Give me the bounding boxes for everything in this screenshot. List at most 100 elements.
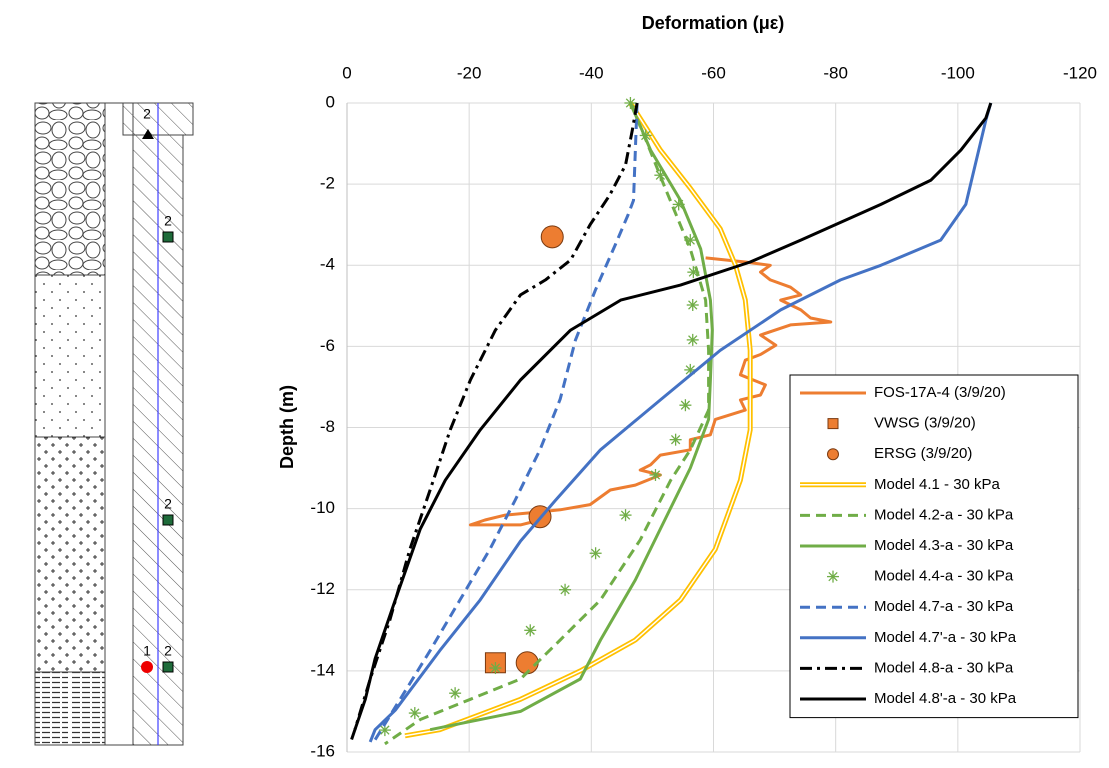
marker-asterisk (827, 570, 839, 583)
y-tick-label: -6 (320, 336, 335, 355)
series-line (384, 102, 711, 746)
marker-square (827, 418, 839, 430)
plot-area (348, 97, 993, 746)
sensor-circle (141, 661, 153, 673)
marker-asterisk (489, 662, 502, 675)
marker-asterisk (686, 299, 699, 312)
gravel-layer (34, 102, 106, 276)
marker-asterisk (624, 97, 637, 109)
marker-asterisk (654, 169, 667, 182)
marker-stroke (655, 170, 666, 180)
x-tick-label: -80 (823, 63, 848, 82)
marker-asterisk (408, 707, 421, 720)
marker-stroke (625, 98, 636, 108)
marker-stroke (525, 625, 535, 635)
series-line (373, 102, 639, 741)
marker-asterisk (669, 433, 682, 446)
legend: FOS-17A-4 (3/9/20) VWSG (3/9/20) ERSG (3/9… (789, 374, 1079, 719)
y-tick-label: -14 (310, 660, 335, 679)
marker-stroke (688, 300, 698, 310)
marker-asterisk (686, 333, 699, 346)
marker-asterisk (639, 129, 652, 142)
marker-stroke (650, 470, 661, 480)
borehole: 2 2 2 1 2 (34, 102, 194, 746)
marker-circle (540, 225, 564, 249)
sensor-label: 2 (164, 213, 172, 229)
clay-layer (34, 671, 106, 746)
x-tick-label: -20 (457, 63, 482, 82)
y-tick-label: -8 (320, 417, 335, 436)
x-tick-label: -40 (579, 63, 604, 82)
marker-asterisk (559, 583, 572, 596)
legend-label: Model 4.7'-a - 30 kPa (874, 629, 1017, 646)
legend-label: VWSG (3/9/20) (874, 415, 976, 432)
legend-label: Model 4.2-a - 30 kPa (874, 506, 1014, 523)
silt-layer (34, 436, 106, 673)
marker-stroke (670, 435, 681, 445)
sand-layer (34, 274, 106, 438)
series-line (404, 101, 753, 739)
marker-stroke (641, 130, 651, 141)
x-tick-label: -60 (701, 63, 726, 82)
marker-asterisk (679, 399, 692, 412)
marker-stroke (410, 708, 420, 718)
y-tick-label: -12 (310, 579, 335, 598)
x-tick-label: -120 (1063, 63, 1097, 82)
legend-label: ERSG (3/9/20) (874, 445, 972, 462)
y-tick-label: -16 (310, 741, 335, 760)
legend-label: Model 4.8'-a - 30 kPa (874, 690, 1017, 707)
marker-asterisk (619, 509, 632, 522)
marker-stroke (450, 688, 460, 698)
marker-stroke (688, 267, 699, 277)
legend-label: Model 4.4-a - 30 kPa (874, 568, 1014, 585)
marker-asterisk (649, 468, 662, 481)
sensor-square (162, 661, 174, 673)
legend-label: FOS-17A-4 (3/9/20) (874, 384, 1006, 401)
sensor-label: 2 (164, 643, 172, 659)
marker-asterisk (687, 266, 700, 279)
legend-label: Model 4.8-a - 30 kPa (874, 659, 1014, 676)
y-axis-title: Depth (m) (277, 385, 297, 469)
x-axis-title: Deformation (με) (642, 13, 785, 33)
marker-stroke (620, 510, 631, 520)
sensor-square (162, 231, 174, 243)
marker-asterisk (672, 198, 685, 211)
marker-stroke (828, 571, 838, 582)
series-line-inner (404, 102, 751, 737)
series-line (429, 102, 714, 732)
sensor-label: 1 (143, 643, 151, 659)
sensor-label: 2 (143, 106, 151, 122)
marker-circle (827, 448, 839, 461)
legend-label: Model 4.7-a - 30 kPa (874, 598, 1014, 615)
y-tick-label: 0 (326, 92, 335, 111)
marker-asterisk (449, 687, 462, 700)
y-tick-label: -4 (320, 255, 335, 274)
marker-asterisk (684, 234, 697, 247)
sensor-triangle (142, 129, 154, 139)
marker-stroke (380, 725, 390, 735)
marker-stroke (680, 400, 691, 410)
sensor-square (162, 514, 174, 526)
casing-gap (104, 102, 134, 746)
x-tick-label: 0 (342, 63, 351, 82)
marker-asterisk (589, 547, 602, 560)
series-line (468, 256, 833, 527)
marker-stroke (560, 585, 570, 595)
series-line (353, 102, 993, 731)
marker-asterisk (524, 624, 537, 637)
y-tick-label: -2 (320, 174, 335, 193)
marker-stroke (685, 235, 695, 245)
marker-stroke (685, 365, 695, 375)
marker-stroke (688, 335, 698, 345)
marker-stroke (590, 548, 601, 558)
x-tick-label: -100 (941, 63, 975, 82)
legend-label: Model 4.1 - 30 kPa (874, 476, 1001, 493)
marker-stroke (490, 663, 501, 673)
legend-label: Model 4.3-a - 30 kPa (874, 537, 1014, 554)
series-line (368, 102, 993, 743)
sensor-label: 2 (164, 496, 172, 512)
series-line (348, 102, 639, 745)
marker-stroke (674, 199, 684, 210)
y-tick-label: -10 (310, 498, 335, 517)
